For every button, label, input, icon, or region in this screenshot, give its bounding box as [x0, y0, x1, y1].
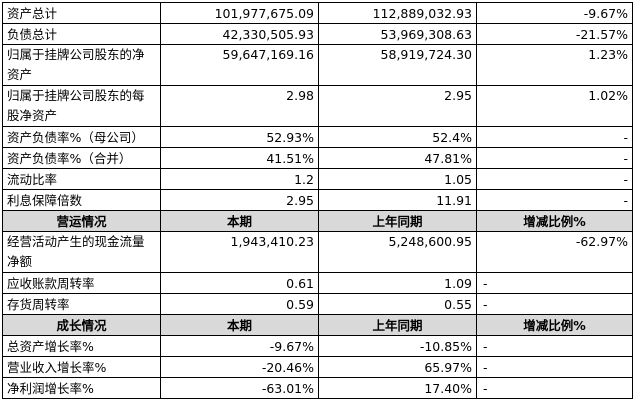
prior-value: 112,889,032.93 [318, 2, 477, 24]
column-header-current: 本期 [160, 314, 319, 336]
table-row: 应收账款周转率 0.61 1.09 - [2, 272, 633, 294]
table-row: 归属于挂牌公司股东的每股净资产 2.98 2.95 1.02% [2, 85, 633, 127]
prior-value: 65.97% [318, 356, 477, 378]
row-label: 净利润增长率% [2, 377, 161, 399]
current-value: 1,943,410.23 [160, 231, 319, 273]
current-value: 0.59 [160, 293, 319, 315]
current-value: 0.61 [160, 272, 319, 294]
current-value: 42,330,505.93 [160, 23, 319, 45]
change-value: - [476, 293, 633, 315]
table-row: 资产总计 101,977,675.09 112,889,032.93 -9.67… [2, 2, 633, 24]
row-label: 经营活动产生的现金流量净额 [2, 231, 161, 273]
row-label: 归属于挂牌公司股东的每股净资产 [2, 85, 161, 127]
current-value: 52.93% [160, 126, 319, 148]
section-title: 营运情况 [2, 210, 161, 232]
table-row: 净利润增长率% -63.01% 17.40% - [2, 377, 633, 399]
table-row: 资产负债率%（合并） 41.51% 47.81% - [2, 147, 633, 169]
row-label: 资产总计 [2, 2, 161, 24]
prior-value: 47.81% [318, 147, 477, 169]
prior-value: 1.05 [318, 168, 477, 190]
current-value: -9.67% [160, 335, 319, 357]
table-row: 总资产增长率% -9.67% -10.85% - [2, 335, 633, 357]
change-value: - [476, 356, 633, 378]
prior-value: 0.55 [318, 293, 477, 315]
column-header-change: 增减比例% [476, 210, 633, 232]
change-value: -9.67% [476, 2, 633, 24]
table-row: 存货周转率 0.59 0.55 - [2, 293, 633, 315]
prior-value: 2.95 [318, 85, 477, 127]
change-value: - [476, 189, 633, 211]
row-label: 应收账款周转率 [2, 272, 161, 294]
current-value: 59,647,169.16 [160, 44, 319, 86]
change-value: 1.23% [476, 44, 633, 86]
prior-value: 52.4% [318, 126, 477, 148]
change-value: - [476, 168, 633, 190]
change-value: - [476, 126, 633, 148]
table-row: 营业收入增长率% -20.46% 65.97% - [2, 356, 633, 378]
section-header-growth: 成长情况 本期 上年同期 增减比例% [2, 314, 633, 336]
change-value: 1.02% [476, 85, 633, 127]
column-header-prior: 上年同期 [318, 210, 477, 232]
current-value: 101,977,675.09 [160, 2, 319, 24]
row-label: 归属于挂牌公司股东的净资产 [2, 44, 161, 86]
row-label: 利息保障倍数 [2, 189, 161, 211]
current-value: -20.46% [160, 356, 319, 378]
row-label: 总资产增长率% [2, 335, 161, 357]
current-value: -63.01% [160, 377, 319, 399]
prior-value: 53,969,308.63 [318, 23, 477, 45]
prior-value: 1.09 [318, 272, 477, 294]
prior-value: 58,919,724.30 [318, 44, 477, 86]
table-row: 利息保障倍数 2.95 11.91 - [2, 189, 633, 211]
row-label: 营业收入增长率% [2, 356, 161, 378]
row-label: 资产负债率%（母公司） [2, 126, 161, 148]
section-title: 成长情况 [2, 314, 161, 336]
row-label: 流动比率 [2, 168, 161, 190]
change-value: -62.97% [476, 231, 633, 273]
prior-value: 17.40% [318, 377, 477, 399]
table-row: 资产负债率%（母公司） 52.93% 52.4% - [2, 126, 633, 148]
column-header-current: 本期 [160, 210, 319, 232]
row-label: 资产负债率%（合并） [2, 147, 161, 169]
change-value: -21.57% [476, 23, 633, 45]
table-row: 流动比率 1.2 1.05 - [2, 168, 633, 190]
table-row: 经营活动产生的现金流量净额 1,943,410.23 5,248,600.95 … [2, 231, 633, 273]
change-value: - [476, 147, 633, 169]
current-value: 41.51% [160, 147, 319, 169]
table-row: 归属于挂牌公司股东的净资产 59,647,169.16 58,919,724.3… [2, 44, 633, 86]
column-header-prior: 上年同期 [318, 314, 477, 336]
current-value: 2.98 [160, 85, 319, 127]
row-label: 负债总计 [2, 23, 161, 45]
financial-indicators-table: 资产总计 101,977,675.09 112,889,032.93 -9.67… [2, 2, 633, 399]
row-label: 存货周转率 [2, 293, 161, 315]
section-header-operating: 营运情况 本期 上年同期 增减比例% [2, 210, 633, 232]
prior-value: 5,248,600.95 [318, 231, 477, 273]
change-value: - [476, 335, 633, 357]
change-value: - [476, 377, 633, 399]
prior-value: 11.91 [318, 189, 477, 211]
prior-value: -10.85% [318, 335, 477, 357]
table-row: 负债总计 42,330,505.93 53,969,308.63 -21.57% [2, 23, 633, 45]
current-value: 2.95 [160, 189, 319, 211]
column-header-change: 增减比例% [476, 314, 633, 336]
current-value: 1.2 [160, 168, 319, 190]
change-value: - [476, 272, 633, 294]
